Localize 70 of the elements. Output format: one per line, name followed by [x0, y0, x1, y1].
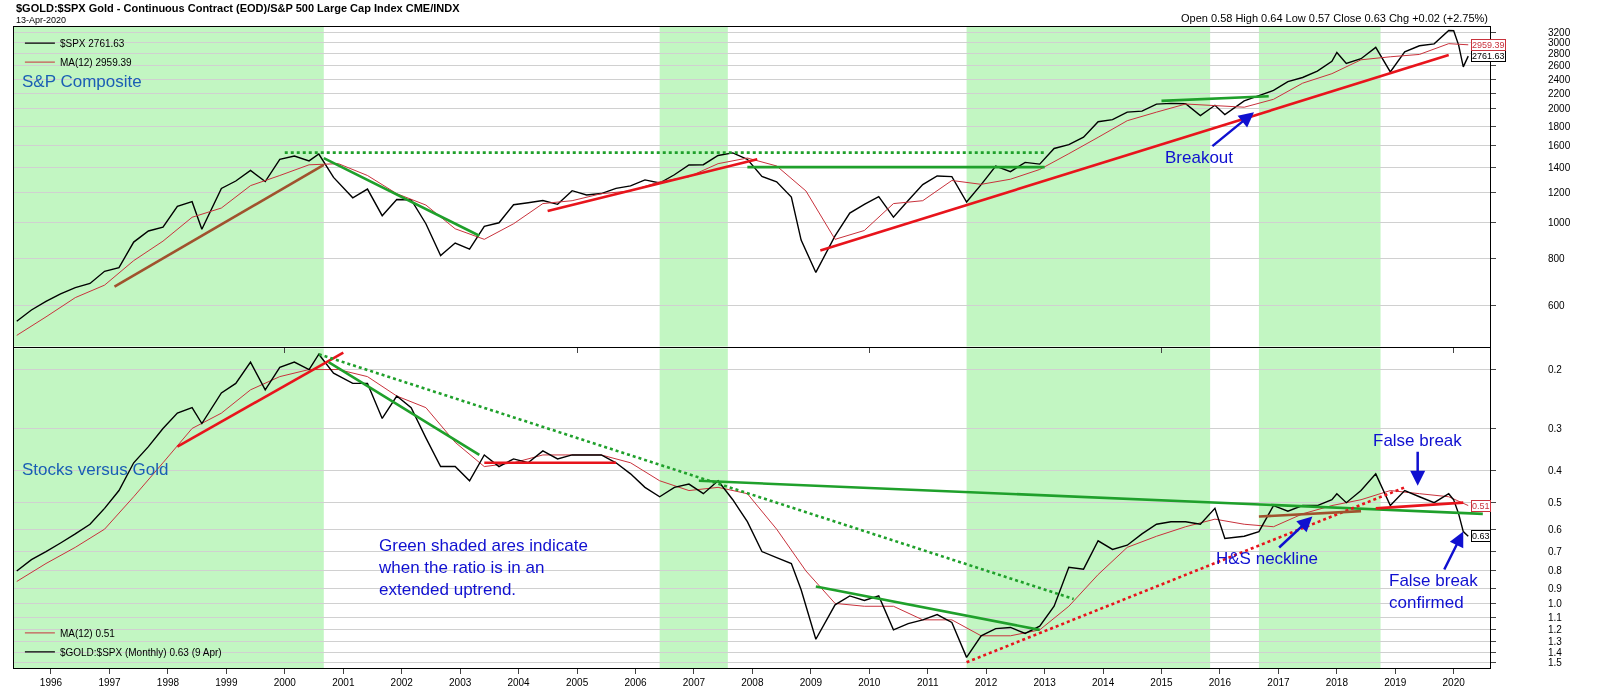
- x-tick-label: 2013: [1033, 677, 1057, 688]
- x-tick-label: 2020: [1442, 677, 1466, 688]
- annotation: Green shaded ares indicate when the ratio is in an extended uptrend.: [378, 536, 588, 600]
- y-tick-label: 800: [1548, 253, 1566, 265]
- x-tick-label: 2008: [741, 677, 764, 688]
- y-tick-label: 1.1: [1548, 611, 1563, 623]
- x-tick-label: 2007: [682, 677, 706, 688]
- x-tick-label: 2011: [916, 677, 939, 688]
- y-tick-label: 1600: [1548, 139, 1571, 151]
- x-tick-label: 2015: [1150, 677, 1174, 688]
- annotation: H&S neckline: [1216, 549, 1319, 568]
- y-tick-label: 1.2: [1548, 624, 1563, 636]
- legend-label: $GOLD:$SPX (Monthly) 0.63 (9 Apr): [59, 646, 222, 658]
- x-tick-label: 2009: [799, 677, 823, 688]
- data-label: 0.63: [1472, 531, 1490, 541]
- y-tick-label: 2400: [1548, 73, 1571, 85]
- y-tick-label: 0.6: [1548, 523, 1563, 535]
- x-tick-label: 2002: [390, 677, 414, 688]
- y-tick-label: 1200: [1548, 186, 1571, 198]
- legend-label: MA(12) 2959.39: [59, 57, 133, 68]
- chart-title: $GOLD:$SPX Gold - Continuous Contract (EOD)/S&P 500 Large Cap Index CME/INDX: [16, 2, 461, 14]
- y-tick-label: 0.5: [1548, 497, 1563, 509]
- y-tick-label: 0.8: [1548, 565, 1563, 577]
- x-tick-label: 2000: [273, 677, 297, 688]
- x-tick-label: 2003: [449, 677, 472, 688]
- x-tick-label: 1998: [156, 677, 180, 688]
- data-label: 2761.63: [1472, 51, 1505, 61]
- x-tick-label: 1999: [215, 677, 238, 688]
- x-tick-label: 1996: [39, 677, 63, 688]
- y-tick-label: 2600: [1548, 60, 1571, 72]
- annotation: False break confirmed: [1389, 571, 1479, 613]
- x-tick-label: 2014: [1091, 677, 1115, 688]
- y-tick-label: 0.2: [1548, 364, 1563, 376]
- annotation: False break: [1373, 431, 1463, 450]
- legend-label: $SPX 2761.63: [59, 38, 125, 49]
- y-tick-label: 1.5: [1548, 656, 1563, 668]
- y-tick-label: 0.4: [1548, 464, 1563, 476]
- y-tick-label: 3000: [1548, 37, 1571, 49]
- y-tick-label: 2800: [1548, 48, 1571, 60]
- y-tick-label: 1000: [1548, 216, 1571, 228]
- x-tick-label: 2016: [1208, 677, 1232, 688]
- x-tick-label: 2004: [507, 677, 531, 688]
- y-tick-label: 2200: [1548, 87, 1571, 99]
- y-tick-label: 1.3: [1548, 636, 1563, 648]
- y-tick-label: 600: [1548, 300, 1566, 312]
- legend-label: MA(12) 0.51: [59, 627, 116, 639]
- text: Open 0.58 High 0.64 Low 0.57 Close 0.63 Chg +0.02 (+2.75%): [1181, 12, 1488, 24]
- x-tick-label: 2019: [1384, 677, 1407, 688]
- y-tick-label: 0.9: [1548, 582, 1563, 594]
- x-tick-label: 2018: [1325, 677, 1349, 688]
- y-tick-label: 1.4: [1548, 646, 1563, 658]
- annotation: Breakout: [1165, 148, 1234, 167]
- x-tick-label: 1997: [98, 677, 122, 688]
- x-tick-label: 2012: [974, 677, 998, 688]
- y-tick-label: 1800: [1548, 120, 1571, 132]
- x-tick-label: 2017: [1267, 677, 1291, 688]
- data-label: 0.51: [1472, 501, 1490, 511]
- chart-subtitle: 13-Apr-2020: [16, 15, 67, 25]
- y-tick-label: 1400: [1548, 161, 1571, 173]
- y-tick-label: 1.0: [1548, 597, 1563, 609]
- x-tick-label: 2001: [332, 677, 355, 688]
- data-label: 2959.39: [1472, 40, 1505, 50]
- y-tick-label: 0.3: [1548, 422, 1563, 434]
- x-tick-label: 2006: [624, 677, 648, 688]
- x-tick-label: 2005: [565, 677, 589, 688]
- annotation: S&P Composite: [22, 72, 142, 91]
- y-tick-label: 2000: [1548, 103, 1571, 115]
- y-tick-label: 3200: [1548, 26, 1571, 38]
- y-tick-label: 0.7: [1548, 546, 1563, 558]
- x-tick-label: 2010: [858, 677, 881, 688]
